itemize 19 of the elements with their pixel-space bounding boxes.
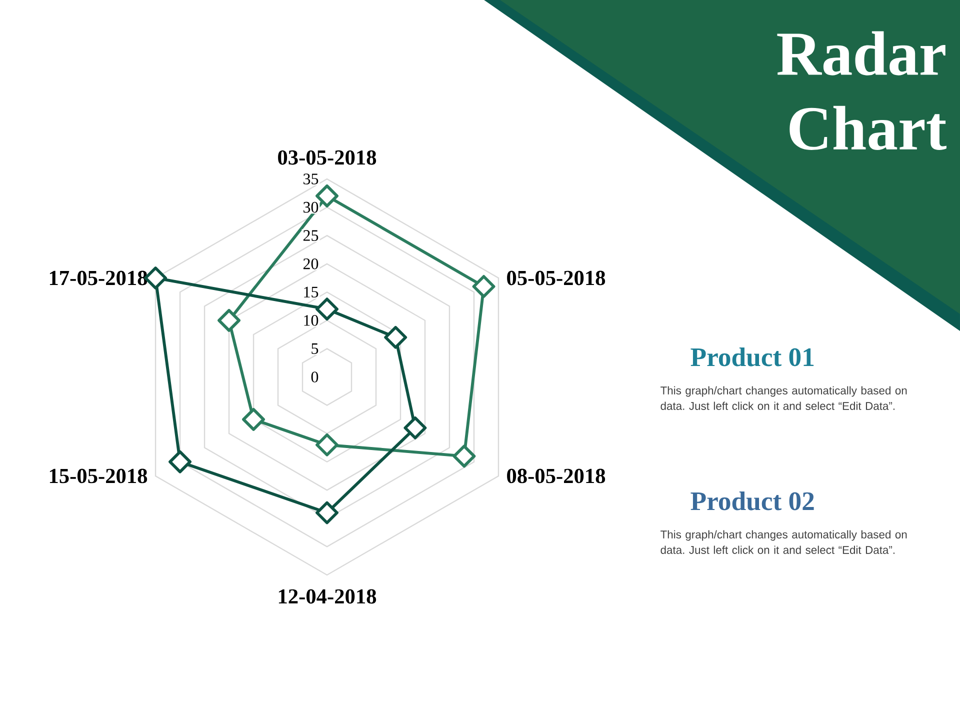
y-tick-label: 35	[304, 174, 318, 184]
y-tick-label: 15	[304, 286, 318, 298]
spoke-label: 08-05-2018	[507, 468, 606, 484]
text: Product 02	[690, 491, 814, 510]
text: This graph/chart changes automatically based on data. Just left click on it and select “Edit Data”.	[660, 386, 907, 410]
spoke-label: 17-05-2018	[50, 270, 148, 286]
spoke-label: 15-05-2018	[50, 468, 148, 484]
y-tick-label: 10	[304, 315, 318, 326]
spoke-label: 12-04-2018	[278, 589, 376, 604]
y-tick-label: 20	[303, 258, 318, 270]
y-tick-label: 0	[311, 372, 318, 382]
text: Product 01	[690, 347, 814, 366]
spoke-label: 05-05-2018	[507, 270, 606, 286]
spoke-label: 03-05-2018	[278, 150, 376, 165]
text: Radar Chart	[777, 31, 946, 150]
text: This graph/chart changes automatically based on data. Just left click on it and select “Edit Data”.	[660, 530, 907, 554]
y-tick-label: 30	[304, 202, 318, 213]
y-tick-label: 5	[312, 343, 318, 354]
y-tick-label: 25	[303, 230, 318, 241]
